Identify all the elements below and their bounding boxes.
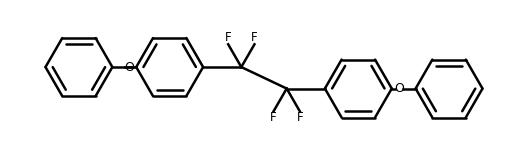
Text: F: F — [297, 111, 303, 124]
Text: F: F — [251, 31, 258, 44]
Text: F: F — [225, 31, 231, 44]
Text: O: O — [124, 61, 134, 74]
Text: O: O — [394, 82, 404, 95]
Text: F: F — [270, 111, 277, 124]
